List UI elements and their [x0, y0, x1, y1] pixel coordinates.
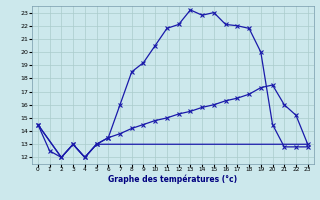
X-axis label: Graphe des températures (°c): Graphe des températures (°c) [108, 175, 237, 184]
